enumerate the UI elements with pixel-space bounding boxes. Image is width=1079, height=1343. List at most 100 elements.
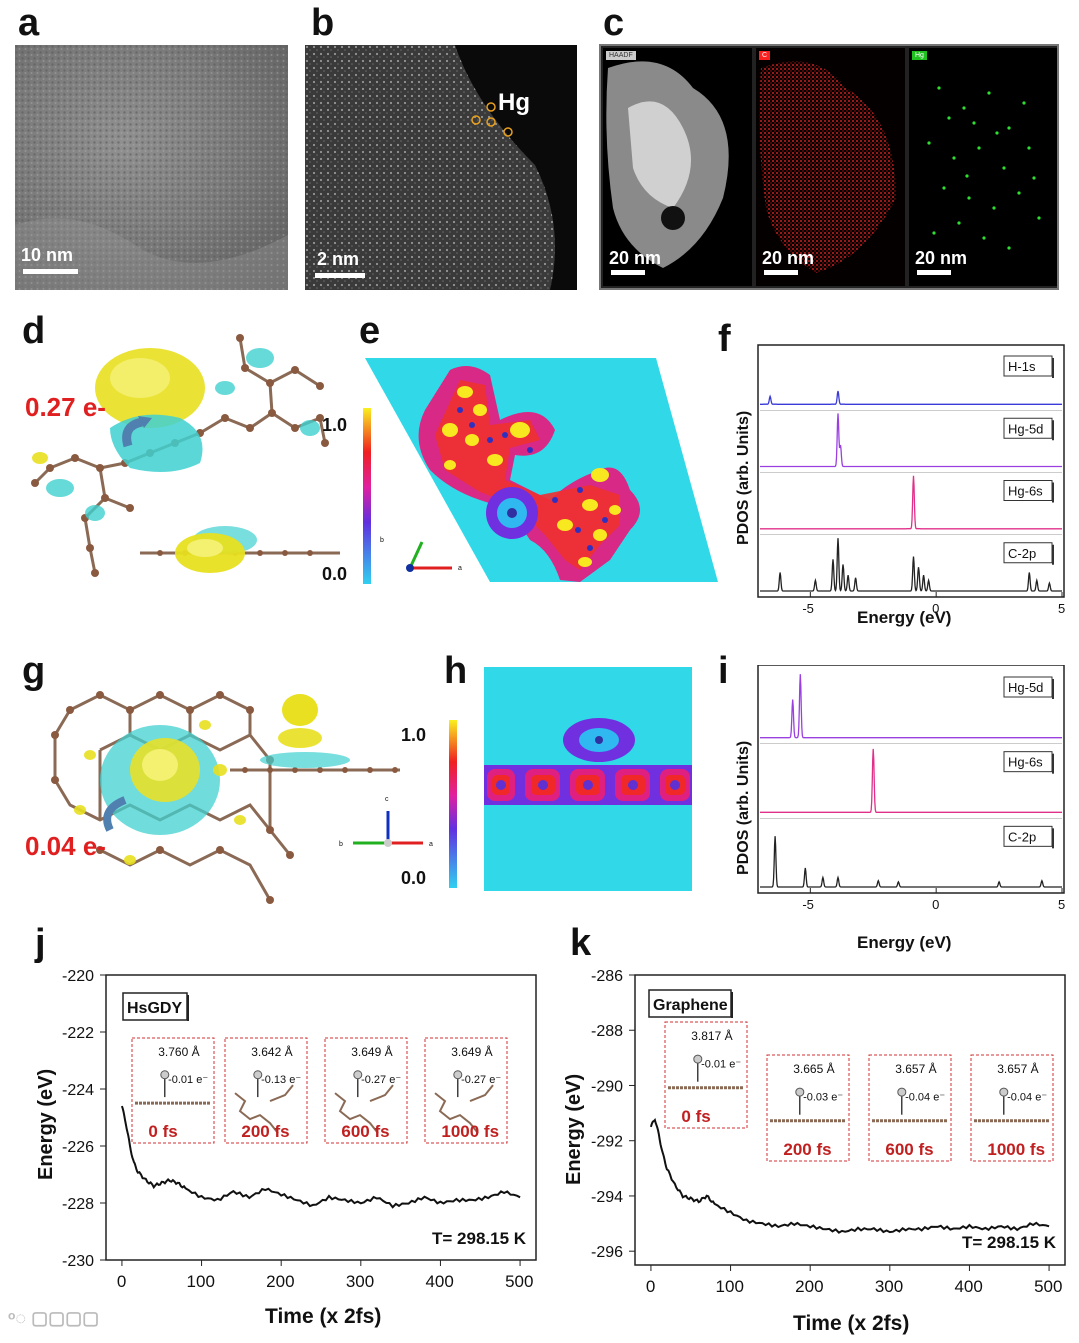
colorbar-min: 0.0 [322,564,347,584]
snapshot-charge: -0.03 e⁻ [803,1092,843,1104]
energy-line [120,1105,521,1209]
scale-bar [315,273,365,278]
plot-frame [757,344,1065,598]
scale-bar [23,269,78,274]
x-axis-label: Time (x 2fs) [265,1305,381,1328]
snapshot-time: 600 fs [341,1122,389,1141]
hg-atom [453,1070,463,1080]
charge-density-diff-hsgdy: 0.27 e- [25,334,340,577]
snapshot-distance: 3.642 Å [251,1044,292,1059]
chart-title: HsGDY [127,1000,182,1017]
snapshot-charge: -0.27 e⁻ [461,1074,501,1086]
legend-entry: C-2p [1008,829,1036,844]
x-tick-label: 0 [932,897,939,912]
elf-map-graphene: 1.0 0.0 c b a [339,667,692,891]
md-snapshot: 3.760 Å -0.01 e⁻ 0 fs [131,1037,215,1144]
x-axis-label: Energy (eV) [857,933,951,952]
snapshot-distance: 3.649 Å [451,1044,492,1059]
y-tick-label: -222 [62,1025,94,1042]
scale-label: 2 nm [317,249,360,269]
snapshot-box [424,1037,508,1144]
scale-bar [611,270,645,275]
y-axis-label: PDOS (arb. Units) [735,741,752,875]
hg-atom [160,1070,170,1080]
snapshot-time: 0 fs [148,1122,177,1141]
pdos-line [760,836,1062,888]
substrate-sketch [334,1084,394,1134]
legend-entry: Hg-6s [1008,755,1043,770]
x-tick-label: 200 [266,1272,294,1291]
snapshot-charge: -0.01 e⁻ [701,1059,741,1071]
snapshot-distance: 3.657 Å [997,1061,1038,1076]
aimd-chart-graphene: Energy (eV) Time (x 2fs) Graphene T= 298… [563,968,1066,1335]
pdos-line [760,538,1062,592]
hg-atom [253,1070,263,1080]
md-snapshot: 3.657 Å -0.04 e⁻ 1000 fs [970,1054,1054,1162]
plot-frame [634,974,1066,1266]
scale-label: 20 nm [762,248,815,268]
hg-atom [795,1087,805,1097]
panel-label-b: b [311,2,335,44]
snapshot-distance: 3.665 Å [793,1061,834,1076]
snapshot-time: 0 fs [681,1107,710,1126]
snapshot-distance: 3.817 Å [691,1028,732,1043]
aimd-chart-hsgdy: Energy (eV) Time (x 2fs) HsGDY T= 298.15… [35,968,537,1328]
panel-label-f: f [718,318,731,360]
x-tick-label: 400 [425,1272,453,1291]
pdos-line [760,674,1062,739]
y-axis-label: Energy (eV) [35,1069,57,1180]
hg-atom [353,1070,363,1080]
legend-entry: C-2p [1008,546,1036,561]
panel-label-g: g [22,650,46,692]
hg-atom [999,1087,1009,1097]
x-tick-label: 300 [875,1277,903,1296]
x-tick-label: -5 [802,601,814,616]
axis-c: c [385,796,389,803]
legend-entry: H-1s [1008,359,1036,374]
hg-atom [693,1054,703,1064]
snapshot-distance: 3.657 Å [895,1061,936,1076]
y-tick-label: -292 [591,1134,623,1151]
snapshot-charge: -0.04 e⁻ [905,1092,945,1104]
x-tick-label: 0 [117,1272,126,1291]
snapshot-box [970,1054,1054,1162]
x-tick-label: 100 [187,1272,215,1291]
panel-label-e: e [359,310,381,352]
x-tick-label: 5 [1058,601,1065,616]
element-label-hg: Hg [498,89,530,116]
y-tick-label: -228 [62,1196,94,1213]
substrate-sketch [434,1084,494,1134]
tem-image: 10 nm [15,45,288,290]
y-tick-label: -220 [62,968,94,985]
y-axis-label: Energy (eV) [563,1074,585,1185]
panel-label-i: i [718,650,729,692]
snapshot-time: 200 fs [241,1122,289,1141]
eds-tag: Hg [912,51,927,60]
legend-entry: Hg-6s [1008,484,1043,499]
x-tick-label: -5 [802,897,814,912]
watermark-logo: ᵒ◌ ▢▢▢▢ [8,1308,100,1328]
charge-transfer-label: 0.04 e- [25,831,106,861]
x-tick-label: 5 [1058,897,1065,912]
energy-line [649,1117,1050,1234]
axis-b: b [339,841,343,848]
y-tick-label: -286 [591,968,623,985]
temperature-label: T= 298.15 K [432,1229,527,1248]
scale-label: 20 nm [609,248,662,268]
colorbar-max: 1.0 [322,415,347,435]
snapshot-time: 1000 fs [987,1140,1045,1159]
legend-entry: Hg-5d [1008,421,1043,436]
plot-frame [757,665,1065,894]
snapshot-distance: 3.760 Å [158,1044,199,1059]
scale-label: 20 nm [915,248,968,268]
md-snapshot: 3.665 Å -0.03 e⁻ 200 fs [766,1054,850,1162]
hg-atom [897,1087,907,1097]
elf-map-hsgdy: 1.0 0.0 b a [322,358,718,584]
substrate-sketch [234,1084,294,1134]
snapshot-charge: -0.01 e⁻ [168,1074,208,1086]
eds-tag: C [759,51,771,60]
snapshot-charge: -0.04 e⁻ [1007,1092,1047,1104]
md-snapshot: 3.649 Å -0.27 e⁻ 1000 fs [424,1037,508,1144]
colorbar-max: 1.0 [401,725,426,745]
pdos-line [760,475,1062,530]
